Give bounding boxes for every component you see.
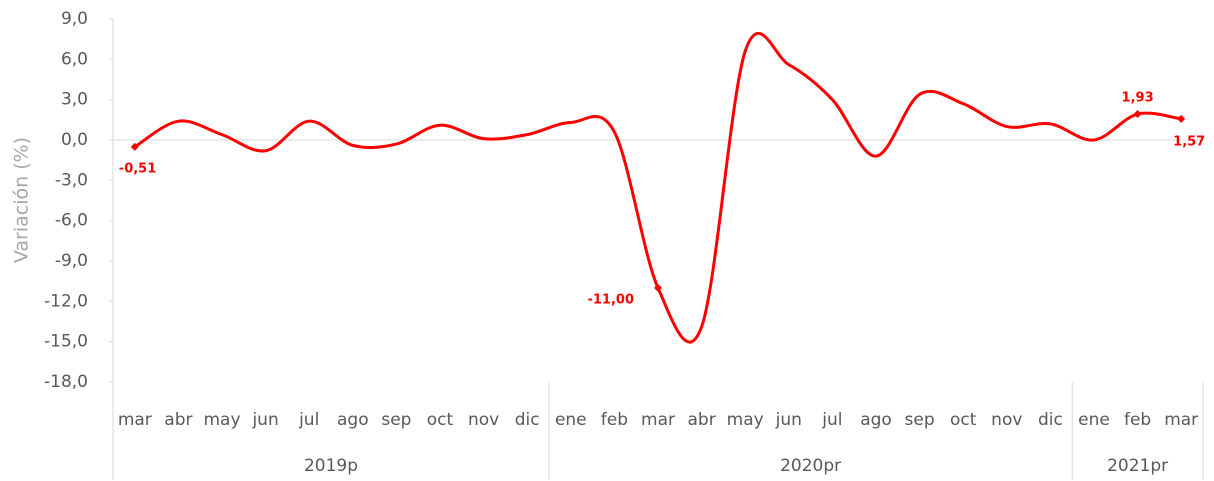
- data-label: 1,57: [1173, 134, 1205, 149]
- marker: [654, 283, 662, 292]
- x-tick-label: sep: [381, 410, 411, 430]
- y-tick-label: -6,0: [55, 211, 88, 231]
- x-tick-label: ago: [860, 410, 892, 430]
- series-line: [133, 32, 1182, 344]
- y-tick-label: -15,0: [44, 332, 88, 352]
- marker: [1133, 110, 1142, 119]
- x-tick-label: may: [203, 410, 240, 430]
- x-tick-label: jun: [775, 410, 802, 430]
- y-tick-label: -18,0: [44, 372, 88, 392]
- data-label: 1,93: [1122, 91, 1154, 106]
- x-tick-label: nov: [468, 410, 499, 430]
- x-tick-label: jun: [251, 410, 278, 430]
- x-tick-label: oct: [427, 410, 454, 430]
- x-tick-label: dic: [515, 410, 540, 430]
- y-axis-label: Variación (%): [11, 137, 33, 263]
- x-tick-label: mar: [641, 410, 675, 430]
- x-tick-label: mar: [118, 410, 152, 430]
- x-tick-label: abr: [687, 410, 715, 430]
- x-tick-label: dic: [1038, 410, 1063, 430]
- y-tick-label: -9,0: [55, 251, 88, 271]
- y-tick-label: 3,0: [61, 90, 88, 110]
- x-tick-label: feb: [601, 410, 628, 430]
- x-tick-label: ago: [337, 410, 369, 430]
- group-label: 2020pr: [780, 456, 841, 476]
- y-tick-label: 9,0: [61, 9, 88, 29]
- data-label: -0,51: [119, 161, 156, 176]
- x-tick-label: abr: [164, 410, 192, 430]
- x-tick-label: may: [727, 410, 764, 430]
- marker: [130, 142, 139, 151]
- y-tick-label: -3,0: [55, 170, 88, 190]
- group-label: 2019p: [304, 456, 358, 476]
- marker: [1177, 114, 1186, 123]
- x-tick-label: ene: [1078, 410, 1110, 430]
- data-label: -11,00: [587, 292, 634, 307]
- y-tick-label: 6,0: [61, 49, 88, 69]
- x-tick-label: oct: [950, 410, 977, 430]
- x-tick-label: nov: [991, 410, 1022, 430]
- x-tick-label: feb: [1124, 410, 1151, 430]
- y-tick-label: 0,0: [61, 130, 88, 150]
- y-tick-label: -12,0: [44, 291, 88, 311]
- x-tick-label: ene: [555, 410, 587, 430]
- x-tick-label: jul: [298, 410, 319, 430]
- group-label: 2021pr: [1107, 456, 1168, 476]
- x-tick-label: mar: [1164, 410, 1198, 430]
- x-tick-label: sep: [905, 410, 935, 430]
- x-tick-label: jul: [821, 410, 842, 430]
